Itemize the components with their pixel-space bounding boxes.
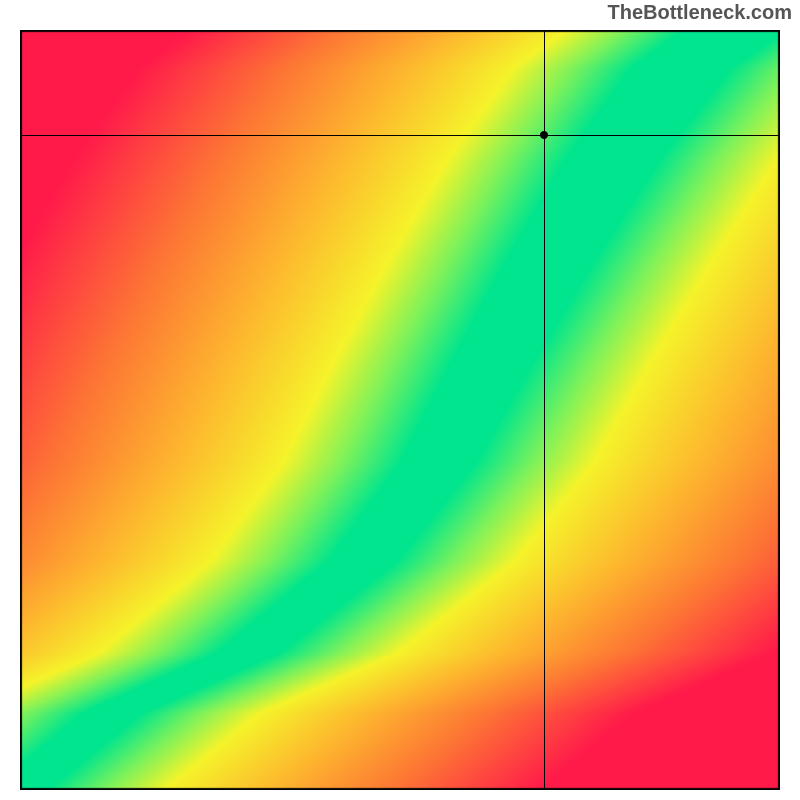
- bottleneck-heatmap: [20, 30, 780, 790]
- watermark: TheBottleneck.com: [608, 2, 792, 25]
